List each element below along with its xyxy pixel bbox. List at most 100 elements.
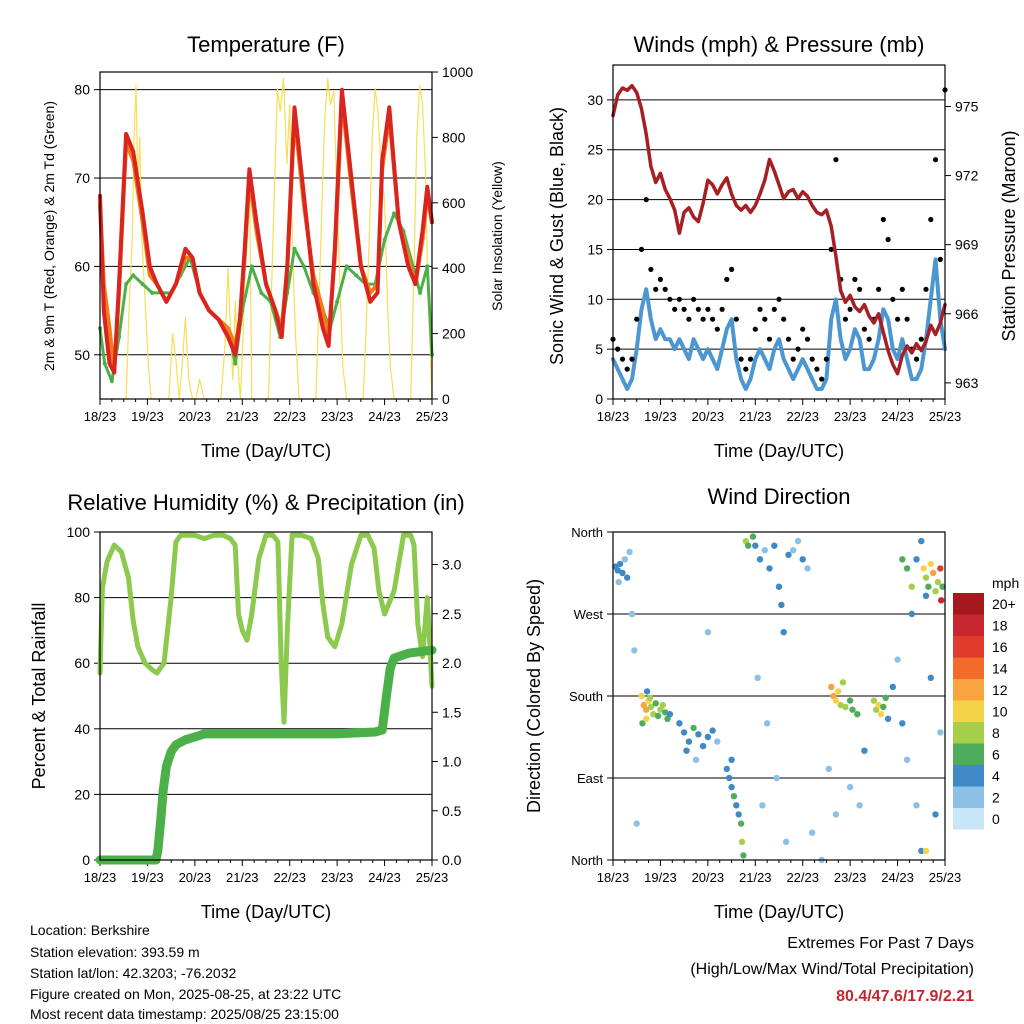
data-timestamp: Most recent data timestamp: 2025/08/25 2…	[30, 1006, 339, 1022]
x-tick-label: 20/23	[179, 409, 212, 424]
legend-swatch	[953, 765, 984, 787]
direction-point	[631, 647, 638, 654]
direction-point	[714, 738, 721, 745]
direction-point	[639, 720, 646, 727]
direction-point	[880, 703, 887, 711]
gust-point	[624, 366, 630, 372]
gust-point	[676, 296, 683, 302]
direction-point	[903, 756, 911, 763]
direction-point	[937, 729, 944, 736]
dewpoint-point	[354, 273, 359, 278]
y2-tick-label: 969	[955, 237, 979, 253]
direction-point	[922, 574, 930, 581]
dewpoint-point	[418, 290, 423, 295]
y-tick-label: 25	[587, 142, 603, 158]
legend-label: 12	[992, 682, 1008, 698]
x-tick-label: 23/23	[834, 409, 867, 424]
y2-tick-label: 0.0	[442, 852, 462, 868]
legend-label: 16	[992, 639, 1008, 655]
x-tick-label: 18/23	[84, 409, 117, 424]
direction-point	[728, 756, 735, 763]
gust-point	[876, 286, 882, 292]
direction-point	[754, 674, 761, 681]
direction-point	[937, 565, 944, 572]
direction-point	[780, 629, 787, 636]
direction-point	[894, 656, 901, 663]
gust-point	[771, 306, 777, 312]
direction-point	[650, 711, 657, 718]
legend-swatch	[953, 614, 984, 636]
temp-2m-line	[98, 87, 434, 375]
x-tick-label: 22/23	[273, 409, 306, 424]
gust-point	[814, 366, 820, 372]
direction-point	[652, 700, 659, 707]
direction-point	[922, 592, 930, 599]
temp-9m-line	[98, 96, 434, 375]
temperature-panel: Temperature (F) Time (Day/UTC) 2m & 9m T…	[41, 32, 505, 461]
y2-tick-label: 1.5	[442, 704, 462, 720]
direction-point	[908, 583, 915, 590]
plot-frame	[99, 531, 433, 861]
direction-point	[877, 711, 885, 718]
humidity-panel: Relative Humidity (%) & Precipitation (i…	[29, 490, 465, 922]
station-latlon: Station lat/lon: 42.3203; -76.2032	[30, 965, 237, 981]
gust-point	[747, 356, 754, 362]
solar-line	[99, 77, 433, 400]
legend-swatch	[953, 679, 984, 701]
direction-point	[728, 783, 735, 791]
direction-point	[929, 569, 937, 577]
gust-point	[885, 236, 891, 243]
direction-point	[932, 588, 939, 595]
legend-label: 18	[992, 618, 1008, 634]
direction-point	[614, 567, 621, 574]
direction-point	[619, 569, 626, 577]
wind-direction-panel: Wind Direction Time (Day/UTC) Direction …	[524, 484, 1019, 922]
direction-point	[633, 820, 640, 827]
dewpoint-point	[259, 290, 264, 295]
y-tick-label: 0	[595, 391, 603, 407]
direction-point	[903, 565, 911, 572]
direction-point	[621, 556, 629, 563]
dewpoint-point	[131, 273, 136, 278]
direction-point	[643, 688, 651, 695]
direction-point	[927, 674, 934, 681]
gust-point	[918, 336, 924, 342]
direction-point	[785, 551, 792, 558]
y-tick-label: 60	[74, 655, 90, 671]
gust-point	[819, 376, 825, 382]
x-tick-label: 21/23	[739, 870, 772, 885]
dewpoint-point	[102, 361, 107, 366]
gust-point	[619, 356, 626, 362]
direction-point	[934, 578, 942, 586]
x-tick-label: 25/23	[929, 870, 962, 885]
x-tick-label: 18/23	[597, 870, 630, 885]
gust-point	[895, 316, 901, 322]
direction-point	[704, 629, 712, 636]
humidity-ylabel: Percent & Total Rainfall	[29, 603, 49, 790]
y2-tick-label: 3.0	[442, 557, 462, 573]
wind-direction-xlabel: Time (Day/UTC)	[714, 902, 844, 922]
gust-point	[781, 316, 787, 322]
gust-point	[809, 356, 815, 362]
y2-tick-label: 963	[955, 375, 979, 391]
direction-point	[882, 694, 889, 701]
direction-point	[646, 694, 654, 701]
direction-point	[704, 733, 712, 741]
direction-point	[723, 765, 730, 773]
y-tick-label: East	[577, 771, 603, 786]
winds-y2label: Station Pressure (Maroon)	[999, 130, 1019, 341]
y2-tick-label: 800	[442, 129, 466, 145]
y2-tick-label: 400	[442, 260, 466, 276]
y2-tick-label: 2.0	[442, 655, 462, 671]
gust-point	[757, 306, 763, 312]
gust-point	[719, 306, 725, 312]
gust-point	[800, 326, 806, 332]
gust-point	[729, 266, 735, 272]
direction-point	[659, 701, 666, 709]
extremes-subtitle: (High/Low/Max Wind/Total Precipitation)	[690, 961, 974, 978]
x-tick-label: 22/23	[786, 409, 819, 424]
humidity-title: Relative Humidity (%) & Precipitation (i…	[67, 490, 464, 515]
direction-point	[745, 542, 752, 549]
speed-legend-title: mph	[992, 575, 1019, 591]
direction-point	[709, 727, 716, 734]
